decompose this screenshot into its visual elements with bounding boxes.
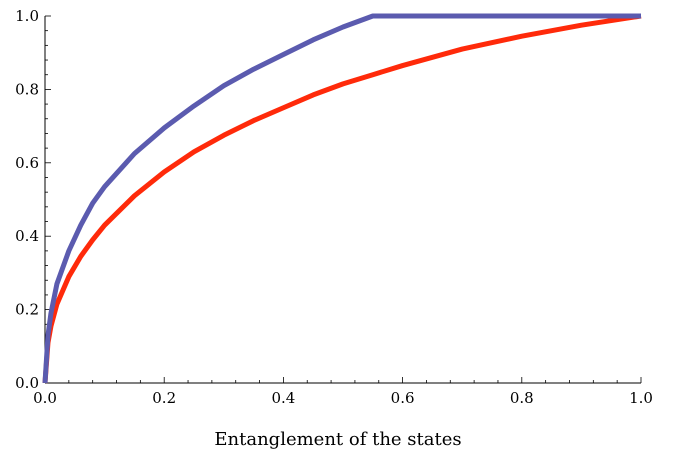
x-axis-title: Entanglement of the states <box>214 429 461 450</box>
x-tick-label: 0.0 <box>33 389 57 407</box>
x-tick-label: 0.2 <box>152 389 176 407</box>
labels-layer: 0.0 0.2 0.4 0.6 0.8 1.0 0.0 0.2 0.4 0.6 0.8 1.0 <box>15 7 653 407</box>
x-tick-label: 0.4 <box>271 389 295 407</box>
x-tick-label: 0.8 <box>510 389 534 407</box>
x-tick-label: 1.0 <box>629 389 653 407</box>
axes <box>44 15 642 384</box>
y-tick-label: 1.0 <box>15 7 39 25</box>
y-tick-label: 0.4 <box>15 227 39 245</box>
x-tick-label: 0.6 <box>391 389 415 407</box>
y-tick-label: 0.0 <box>15 374 39 392</box>
series-layer <box>42 13 642 384</box>
series-line-0 <box>42 13 641 384</box>
series-line-1 <box>42 13 642 384</box>
y-tick-label: 0.2 <box>15 301 39 319</box>
y-tick-label: 0.8 <box>15 80 39 98</box>
y-tick-label: 0.6 <box>15 154 39 172</box>
